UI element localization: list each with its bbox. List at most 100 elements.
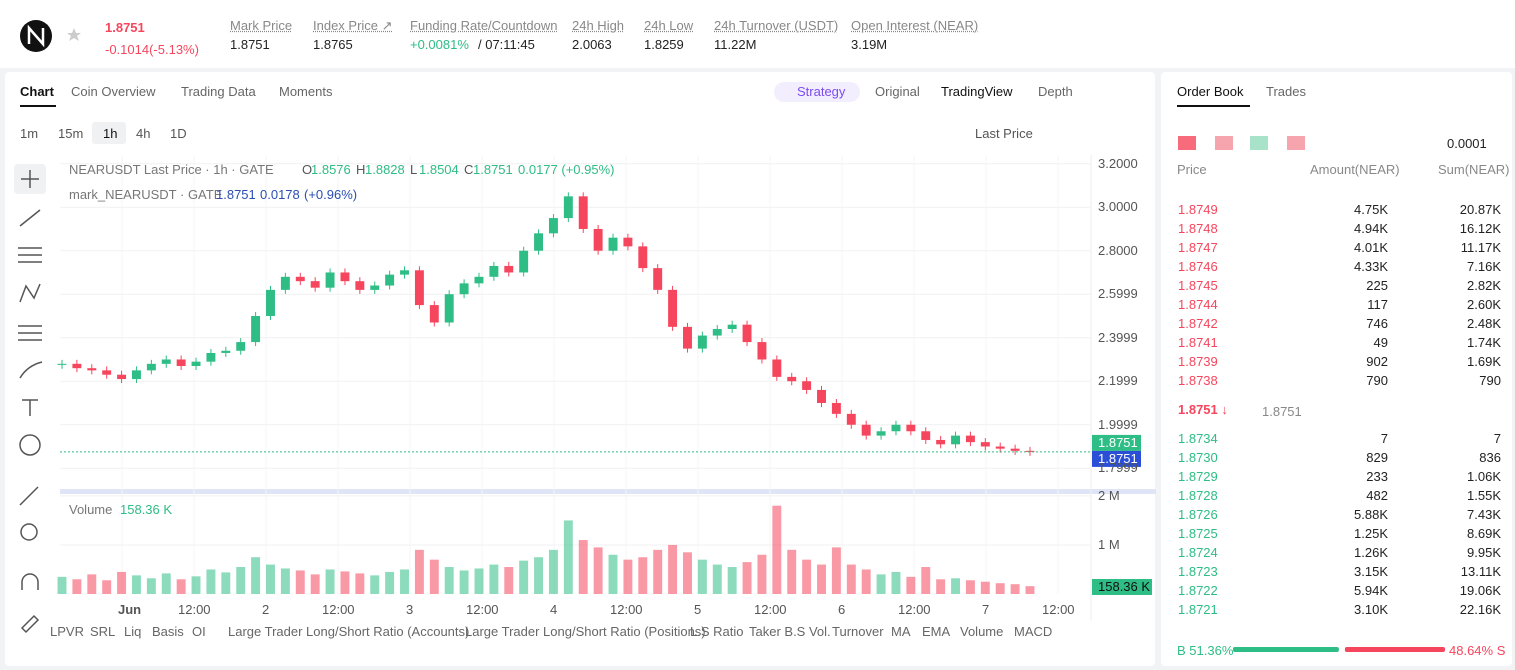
book-sum: 1.69K bbox=[1467, 354, 1501, 369]
candle bbox=[161, 359, 171, 364]
book-amount: 902 bbox=[1366, 354, 1388, 369]
orderbook-tab[interactable]: Order Book bbox=[1177, 84, 1244, 99]
volume-bar bbox=[965, 580, 975, 594]
volume-bar bbox=[757, 554, 767, 594]
interval[interactable]: 1h bbox=[103, 126, 118, 141]
indicator-tab[interactable]: L.S Ratio bbox=[690, 624, 744, 639]
candle bbox=[548, 218, 558, 234]
candle bbox=[951, 435, 961, 445]
stat-value: 1.8751 bbox=[230, 37, 270, 52]
mark-value: (+0.96%) bbox=[304, 187, 358, 202]
view-tab[interactable]: Strategy bbox=[797, 84, 846, 99]
indicator-tab[interactable]: OI bbox=[192, 624, 206, 639]
pane-divider bbox=[60, 489, 1156, 494]
candle bbox=[906, 424, 916, 432]
indicator-tab[interactable]: Basis bbox=[152, 624, 184, 639]
y-tick-label: 2.1999 bbox=[1098, 373, 1138, 389]
interval[interactable]: 1D bbox=[170, 126, 187, 141]
interval[interactable]: 4h bbox=[136, 126, 151, 141]
candle bbox=[534, 233, 544, 251]
orderbook-tab[interactable]: Trades bbox=[1266, 84, 1306, 99]
stat-value: +0.0081% bbox=[410, 37, 469, 52]
book-view-icon[interactable] bbox=[1178, 136, 1196, 150]
volume-bar bbox=[951, 578, 961, 594]
legend-value: 1.8828 bbox=[365, 162, 405, 177]
book-price: 1.8721 bbox=[1178, 602, 1218, 617]
view-tab[interactable]: Original bbox=[875, 84, 920, 99]
chart-tab[interactable]: Coin Overview bbox=[71, 84, 156, 99]
indicator-tab[interactable]: LPVR bbox=[50, 624, 84, 639]
volume-bar bbox=[146, 578, 156, 594]
chart-tab[interactable]: Trading Data bbox=[181, 84, 256, 99]
tick-size[interactable]: 0.0001 bbox=[1447, 136, 1487, 151]
volume-bar bbox=[846, 564, 856, 594]
view-tab[interactable]: Depth bbox=[1038, 84, 1073, 99]
indicator-tab[interactable]: Liq bbox=[124, 624, 142, 639]
indicator-tab[interactable]: Taker B.S Vol. bbox=[749, 624, 831, 639]
interval-active bbox=[92, 122, 126, 144]
volume-bar bbox=[861, 569, 871, 594]
candle bbox=[787, 376, 797, 382]
y-tick-label: 2.8000 bbox=[1098, 242, 1138, 258]
mark-value: 0.0178 bbox=[260, 187, 300, 202]
interval[interactable]: 1m bbox=[20, 126, 39, 141]
drawing-tools[interactable] bbox=[18, 170, 43, 634]
book-price: 1.8744 bbox=[1178, 297, 1218, 312]
indicator-tab[interactable]: Large Trader Long/Short Ratio (Accounts) bbox=[228, 624, 470, 639]
book-sum: 1.55K bbox=[1467, 488, 1501, 503]
buy-ratio-bar bbox=[1233, 647, 1339, 652]
indicator-tab[interactable]: Turnover bbox=[832, 624, 884, 639]
favorite-icon[interactable] bbox=[67, 28, 81, 41]
volume-bar bbox=[727, 567, 737, 594]
candle bbox=[236, 342, 246, 351]
volume-bar bbox=[191, 576, 201, 594]
candle bbox=[593, 228, 603, 251]
book-amount: 4.94K bbox=[1354, 221, 1388, 236]
book-amount: 117 bbox=[1367, 297, 1388, 312]
candle bbox=[474, 276, 484, 284]
volume-bar bbox=[623, 559, 633, 594]
volume-bar bbox=[712, 564, 722, 594]
book-sum: 13.11K bbox=[1460, 564, 1501, 579]
indicator-tab[interactable]: SRL bbox=[90, 624, 116, 639]
y-tick-label: 1.7999 bbox=[1098, 460, 1138, 476]
book-view-icon[interactable] bbox=[1250, 136, 1268, 150]
mid-mark: 1.8751 bbox=[1262, 404, 1302, 419]
book-view-icon[interactable] bbox=[1287, 136, 1305, 150]
indicator-tab[interactable]: MA bbox=[891, 624, 911, 639]
price-badge bbox=[1092, 450, 1141, 467]
y-tick-label: 3.2000 bbox=[1098, 155, 1138, 171]
book-view-icon[interactable] bbox=[1215, 136, 1233, 150]
indicator-tab[interactable]: Large Trader Long/Short Ratio (Positions… bbox=[465, 624, 706, 639]
volume-bar bbox=[817, 564, 826, 594]
candle bbox=[355, 281, 365, 290]
indicator-tab[interactable]: EMA bbox=[922, 624, 951, 639]
candle bbox=[861, 424, 871, 436]
price-type-select[interactable]: Last Price bbox=[975, 126, 1033, 141]
chart-tab[interactable]: Chart bbox=[20, 84, 54, 99]
candle bbox=[251, 315, 261, 343]
stat-value: 2.0063 bbox=[572, 37, 612, 52]
interval[interactable]: 15m bbox=[58, 126, 84, 141]
candle bbox=[191, 361, 201, 367]
candle bbox=[519, 250, 529, 273]
x-tick-label: 4 bbox=[550, 602, 558, 617]
volume-bar bbox=[385, 571, 395, 594]
candle bbox=[563, 196, 573, 219]
book-price: 1.8745 bbox=[1178, 278, 1218, 293]
candle bbox=[57, 363, 67, 365]
chart-tab[interactable]: Moments bbox=[279, 84, 333, 99]
book-price: 1.8722 bbox=[1178, 583, 1218, 598]
book-amount: 5.88K bbox=[1354, 507, 1388, 522]
stat-label: 24h High bbox=[572, 18, 625, 33]
volume-bar bbox=[802, 559, 812, 594]
book-sum: 2.48K bbox=[1467, 316, 1501, 331]
x-tick-label: 12:00 bbox=[322, 602, 355, 617]
indicator-tab[interactable]: MACD bbox=[1014, 624, 1053, 639]
candle bbox=[1010, 448, 1020, 451]
candle bbox=[817, 389, 826, 403]
indicator-tab[interactable]: Volume bbox=[960, 624, 1004, 639]
view-tab[interactable]: TradingView bbox=[941, 84, 1013, 99]
mark-title: mark_NEARUSDT · GATE bbox=[69, 187, 223, 202]
book-amount: 4.01K bbox=[1354, 240, 1388, 255]
